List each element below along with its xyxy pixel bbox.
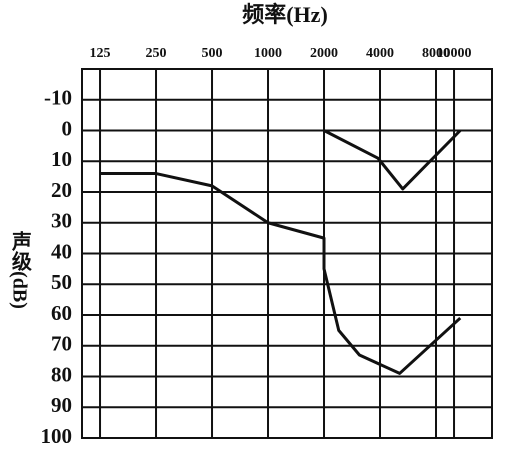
y-tick-label: 100 (41, 424, 73, 448)
y-tick-label: 40 (51, 239, 72, 263)
y-tick-label: 0 (62, 116, 73, 140)
y-tick-label: 50 (51, 270, 72, 294)
x-tick-label: 125 (90, 46, 111, 61)
y-tick-label: 90 (51, 393, 72, 417)
x-tick-label: 10000 (437, 46, 472, 61)
y-axis-label: 声级(dB) (8, 230, 32, 309)
data-line (323, 129, 462, 191)
x-tick-label: 1000 (254, 46, 282, 61)
x-tick-label: 4000 (366, 46, 394, 61)
x-tick-label: 500 (202, 46, 223, 61)
x-tick-label: 8000 (422, 46, 450, 61)
y-tick-label: 30 (51, 209, 72, 233)
y-tick-label: -10 (44, 86, 72, 110)
y-tick-label: 70 (51, 332, 72, 356)
y-tick-label: 10 (51, 147, 72, 171)
chart-title: 频率(Hz) (242, 2, 328, 27)
data-line (100, 172, 462, 375)
y-tick-label: 80 (51, 362, 72, 386)
y-tick-label: 20 (51, 178, 72, 202)
y-tick-label: 60 (51, 301, 72, 325)
x-tick-label: 250 (146, 46, 167, 61)
x-tick-label: 2000 (310, 46, 338, 61)
